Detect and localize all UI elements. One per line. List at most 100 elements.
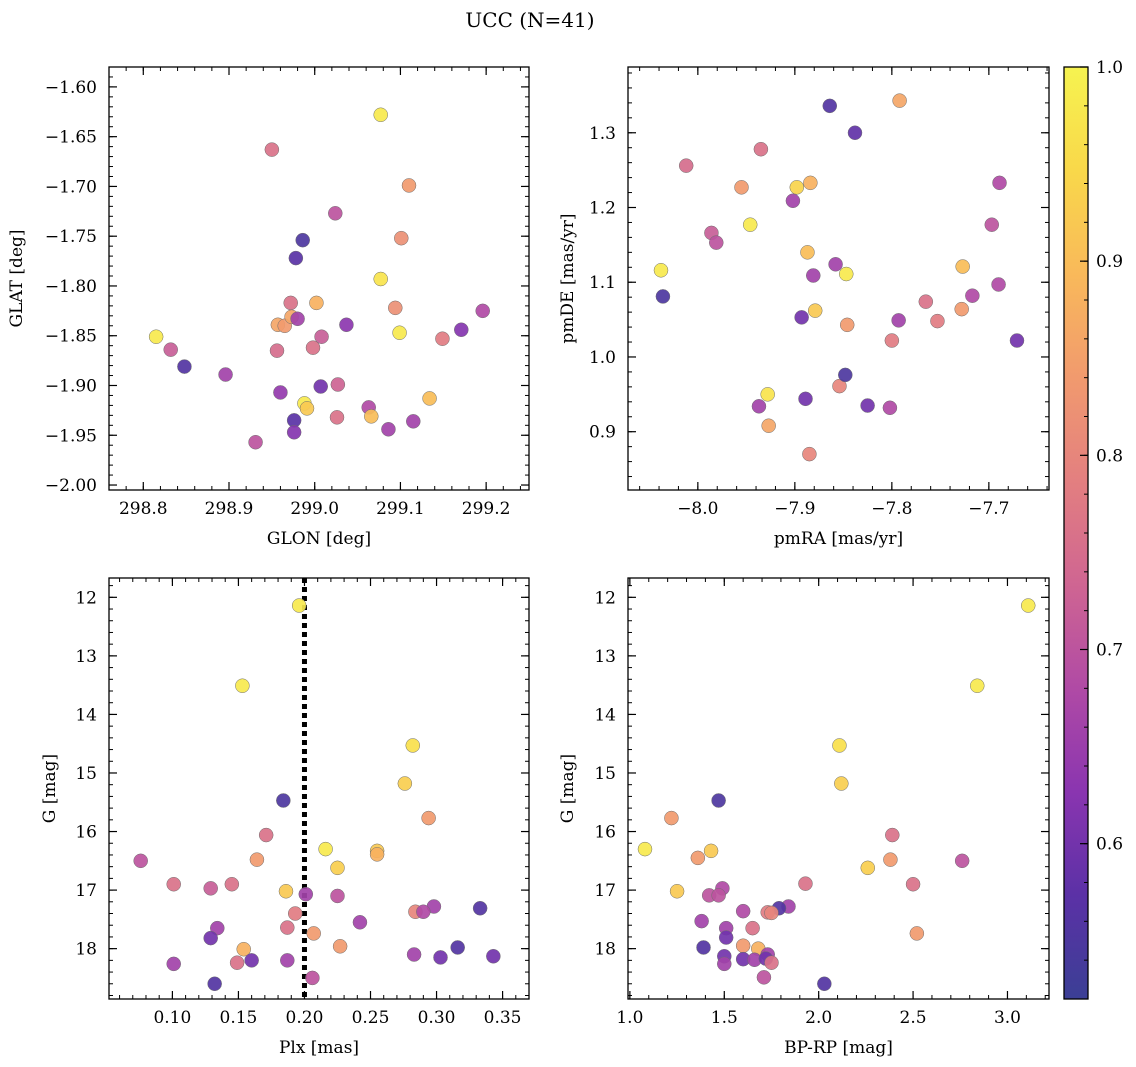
- data-point: [655, 289, 671, 304]
- data-point: [734, 180, 749, 195]
- data-point: [454, 322, 469, 338]
- data-point: [352, 915, 368, 930]
- data-point: [381, 422, 396, 437]
- data-point: [286, 425, 302, 440]
- data-point: [450, 940, 465, 955]
- data-point: [218, 367, 233, 382]
- panel-glon-glat: 298.8 298.9 299.0 299.1 299.2 −1.60 −1.65 −1.70…: [7, 66, 530, 549]
- y-tick-label: −1.75: [45, 227, 97, 247]
- data-point: [235, 678, 250, 693]
- y-tick-label: 15: [594, 764, 616, 784]
- data-point: [718, 930, 734, 945]
- data-point: [847, 125, 863, 141]
- x-tick-label: 0.30: [418, 1008, 456, 1028]
- data-point: [970, 678, 985, 693]
- y-tick-label: 12: [75, 588, 97, 608]
- y-tick-label: −1.65: [45, 128, 97, 148]
- data-point: [885, 827, 900, 843]
- data-point: [735, 938, 751, 953]
- x-tick-label: 299.2: [462, 499, 511, 519]
- data-point: [860, 860, 876, 876]
- y-tick-label: 17: [594, 881, 616, 901]
- x-axis-label: BP-RP [mag]: [784, 1038, 893, 1058]
- y-tick-label: −1.85: [45, 327, 97, 347]
- data-point: [280, 920, 295, 935]
- data-point: [318, 841, 333, 857]
- plot-area: [628, 67, 1049, 490]
- data-point: [177, 359, 192, 374]
- data-point: [273, 385, 288, 400]
- data-point: [703, 843, 719, 859]
- x-tick-label: 2.0: [805, 1008, 832, 1028]
- data-point: [905, 876, 921, 892]
- data-point: [838, 367, 853, 383]
- data-point: [224, 876, 240, 892]
- data-point: [388, 300, 403, 316]
- data-point: [756, 970, 772, 985]
- data-point: [764, 955, 779, 970]
- data-point: [802, 446, 817, 462]
- data-point: [148, 329, 164, 344]
- y-tick-label: 18: [75, 940, 97, 960]
- data-point: [709, 235, 724, 250]
- data-point: [653, 263, 669, 278]
- y-tick-label: 12: [594, 588, 616, 608]
- data-point: [711, 888, 726, 903]
- data-point: [828, 257, 843, 272]
- data-point: [229, 955, 245, 970]
- data-point: [817, 976, 832, 992]
- y-axis-label: G [mag]: [40, 754, 60, 823]
- x-tick-label: 0.10: [153, 1008, 191, 1028]
- data-point: [339, 317, 354, 333]
- y-tick-label: 16: [594, 823, 616, 843]
- data-point: [803, 175, 818, 191]
- x-tick-label: 3.0: [994, 1008, 1021, 1028]
- data-point: [207, 976, 222, 992]
- data-point: [249, 852, 265, 867]
- y-tick-label: 1.1: [589, 273, 616, 293]
- data-point: [283, 295, 298, 311]
- data-point: [435, 331, 450, 346]
- data-point: [711, 793, 726, 808]
- data-point: [1009, 333, 1025, 348]
- axes-frame: [627, 577, 1050, 1000]
- data-point: [373, 107, 388, 123]
- y-tick-label: −1.95: [45, 426, 97, 446]
- data-point: [735, 903, 751, 919]
- x-tick-label: 2.5: [900, 1008, 927, 1028]
- data-point: [401, 178, 417, 193]
- y-tick-label: 14: [594, 705, 616, 725]
- data-point: [832, 738, 847, 753]
- x-tick-label: −8.0: [677, 499, 718, 519]
- data-point: [891, 313, 906, 328]
- data-point: [305, 970, 320, 986]
- data-point: [406, 414, 421, 429]
- x-axis-label: Plx [mas]: [279, 1038, 359, 1058]
- data-point: [472, 900, 488, 916]
- panel-bprp-g: 1.0 1.5 2.0 2.5 3.0 12 13 14 15 16 17 18 BP-RP [mag]…: [558, 577, 1050, 1058]
- data-point: [664, 810, 679, 826]
- colorbar-tick-label: 0.8: [1096, 446, 1123, 466]
- data-point: [133, 853, 148, 869]
- data-point: [798, 391, 813, 407]
- y-tick-label: 15: [75, 764, 97, 784]
- data-point: [280, 953, 295, 968]
- y-tick-label: −1.80: [45, 277, 97, 297]
- x-tick-label: 298.9: [205, 499, 254, 519]
- data-point: [637, 841, 653, 857]
- data-point: [954, 853, 970, 869]
- axes-frame: [627, 66, 1050, 491]
- x-tick-label: −7.7: [968, 499, 1009, 519]
- data-point: [883, 852, 898, 867]
- data-point: [798, 876, 813, 891]
- data-point: [330, 888, 345, 904]
- data-point: [860, 398, 875, 413]
- y-tick-label: 17: [75, 881, 97, 901]
- data-point: [785, 193, 801, 209]
- data-point: [394, 230, 409, 246]
- data-point: [313, 379, 328, 394]
- x-tick-label: 0.15: [220, 1008, 258, 1028]
- data-point: [422, 391, 437, 406]
- axes-frame: [108, 66, 530, 491]
